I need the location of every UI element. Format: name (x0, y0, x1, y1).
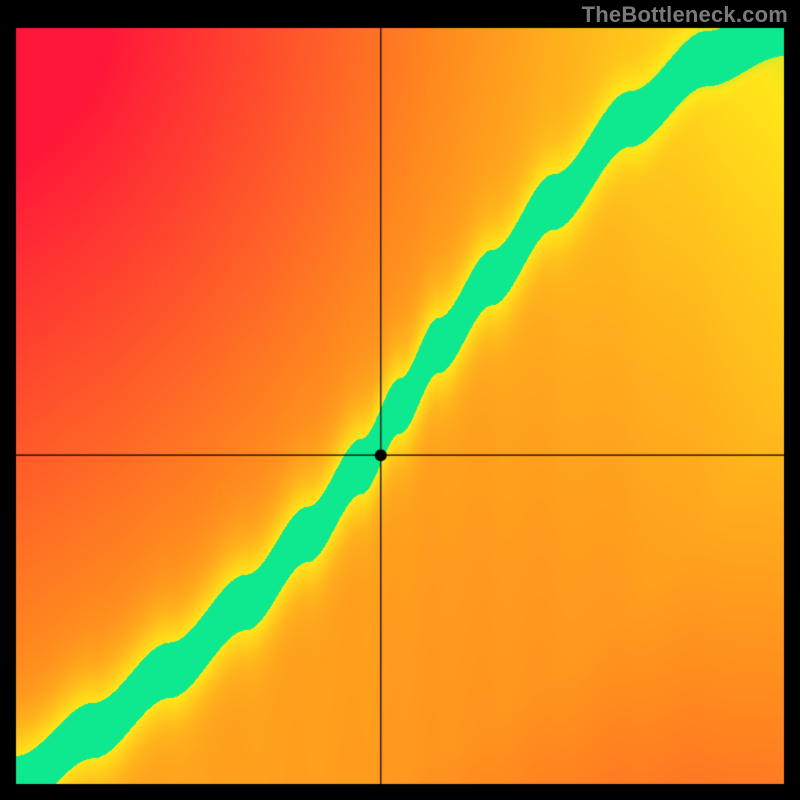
watermark-text: TheBottleneck.com (582, 2, 788, 28)
bottleneck-heatmap (0, 0, 800, 800)
chart-container: TheBottleneck.com (0, 0, 800, 800)
